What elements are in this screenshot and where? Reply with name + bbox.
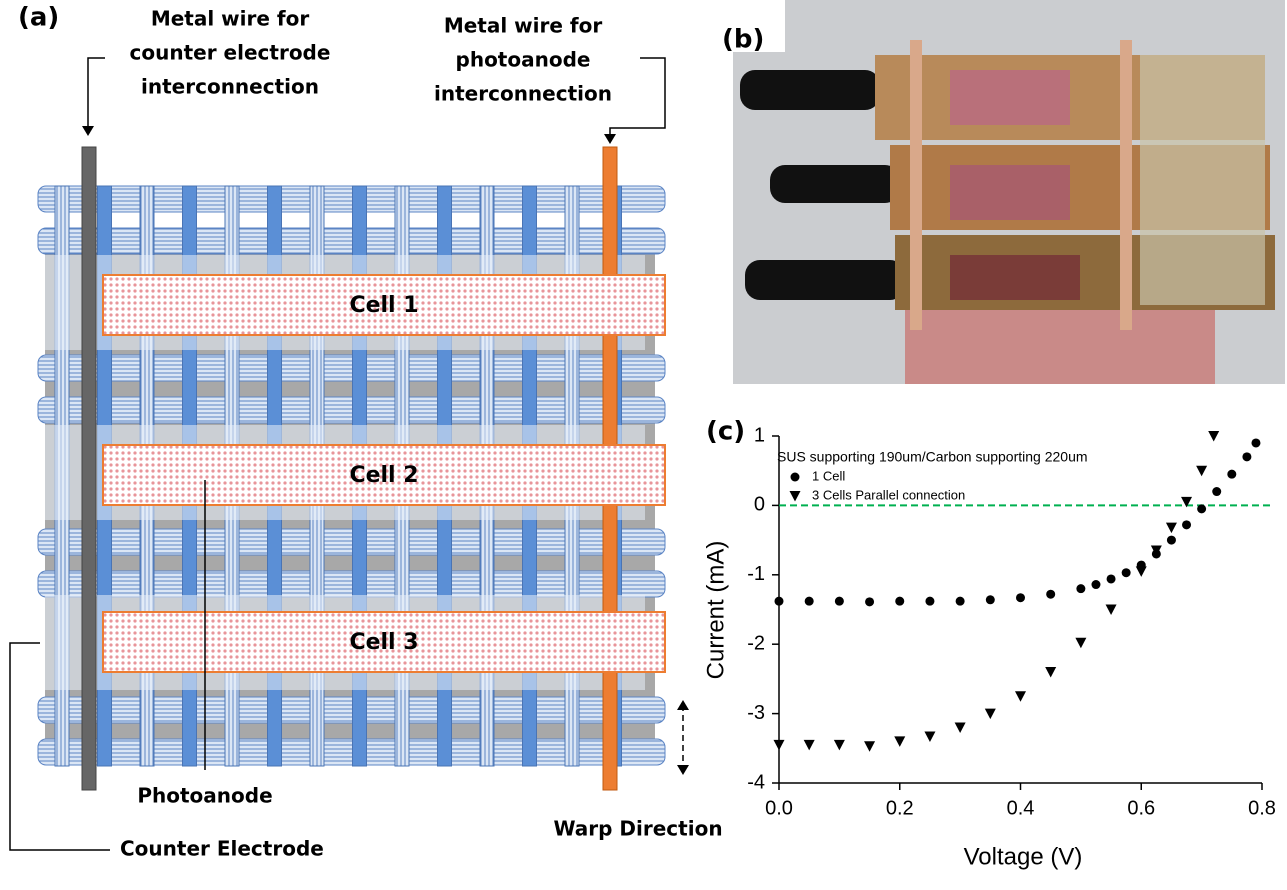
point [895,597,904,606]
annotation: Photoanode [137,784,272,808]
arrowhead [82,126,94,136]
annotation: interconnection [141,75,319,99]
photo [733,0,1285,384]
point [1212,487,1221,496]
annotation: photoanode [456,48,591,72]
y-tick-label: 1 [754,424,765,446]
fiber-bundle [745,260,905,300]
legend-label: 1 Cell [812,468,845,483]
point [1227,470,1236,479]
point [805,597,814,606]
legend-label: 3 Cells Parallel connection [812,487,965,502]
y-tick-label: -2 [747,632,765,654]
annotation: counter electrode [130,41,331,65]
x-axis-title: Voltage (V) [964,843,1083,870]
y-tick-label: -4 [747,771,765,793]
y-tick-label: 0 [754,494,765,516]
page: Cell 1 Cell 2 Cell 3 (a) Metal wire for co… [0,0,1287,890]
panel-label: (a) [18,3,59,33]
weave-diagram: Cell 1 Cell 2 Cell 3 [38,147,665,790]
figure: Cell 1 Cell 2 Cell 3 (a) Metal wire for co… [0,0,1287,890]
arrow [610,58,665,138]
point [1182,520,1191,529]
cell-label: Cell 2 [349,463,418,488]
point [774,740,785,751]
legend-marker [791,473,800,482]
point [986,595,995,604]
photoanode-photo [950,70,1070,125]
point [924,732,935,743]
legend-title: SUS supporting 190um/Carbon supporting 2… [777,449,1088,465]
point [1122,568,1131,577]
point [1167,536,1176,545]
point [835,597,844,606]
annotation: Metal wire for [151,7,310,31]
point [834,740,845,751]
point [804,740,815,751]
photoanode-photo [950,255,1080,300]
annotation: Warp Direction [553,817,722,841]
chart: SUS supporting 190um/Carbon supporting 2… [702,424,1276,870]
annotation: interconnection [434,82,612,106]
x-tick-label: 0.6 [1127,797,1155,819]
point [1075,638,1086,649]
point [865,597,874,606]
fiber-bundle [770,165,900,203]
annotation: Metal wire for [444,14,603,38]
photoanode-photo [950,165,1070,220]
point [925,597,934,606]
point [1045,667,1056,678]
point [1197,504,1206,513]
point [775,597,784,606]
point [985,709,996,720]
y-axis-title: Current (mA) [702,541,729,680]
point [1251,438,1260,447]
point [1016,593,1025,602]
panel-label: (b) [722,25,764,55]
point [1208,431,1219,442]
point [1196,466,1207,477]
point [1015,691,1026,702]
point [955,722,966,733]
y-tick-label: -1 [747,563,765,585]
legend-marker [790,491,801,502]
counter-wire [82,147,96,790]
point [864,741,875,752]
x-tick-label: 0.2 [886,797,914,819]
counter-photo [1140,55,1265,305]
point [1106,605,1117,616]
panel-label: (c) [706,417,745,447]
cell-label: Cell 1 [349,293,418,318]
point [956,597,965,606]
x-tick-label: 0.0 [765,797,793,819]
y-tick-label: -3 [747,702,765,724]
point [1242,452,1251,461]
arrowhead [677,700,689,710]
cell-label: Cell 3 [349,630,418,655]
point [1076,584,1085,593]
annotation: Counter Electrode [120,837,324,861]
textile [905,300,1215,384]
fiber-bundle [740,70,880,110]
point [1107,574,1116,583]
x-tick-label: 0.4 [1007,797,1035,819]
arrow [88,58,105,130]
point [1166,523,1177,534]
point [1136,566,1147,577]
arrowhead [604,134,616,144]
wire-photo [1120,40,1132,330]
point [1091,580,1100,589]
point [894,736,905,747]
x-tick-label: 0.8 [1248,797,1276,819]
arrowhead [677,765,689,775]
point [1046,590,1055,599]
wire-photo [910,40,922,330]
